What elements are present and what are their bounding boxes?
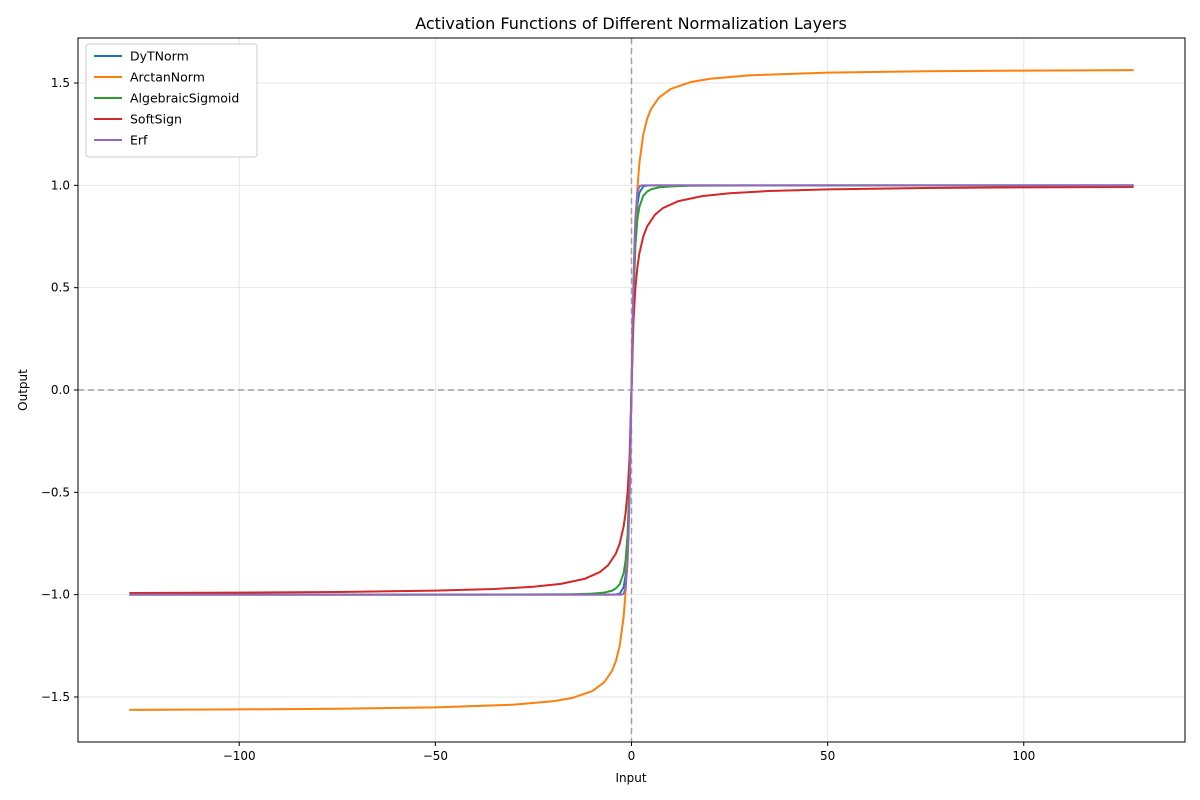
legend-label-arctannorm: ArctanNorm bbox=[130, 70, 205, 85]
y-tick-label: 0.5 bbox=[51, 281, 70, 295]
y-tick-label: −0.5 bbox=[41, 485, 70, 499]
x-tick-label: 50 bbox=[820, 749, 835, 763]
x-tick-label: −100 bbox=[223, 749, 256, 763]
chart-title: Activation Functions of Different Normal… bbox=[415, 14, 847, 33]
x-axis-label: Input bbox=[615, 771, 646, 785]
x-tick-label: −50 bbox=[423, 749, 448, 763]
legend: DyTNorm ArctanNorm AlgebraicSigmoid SoftSig… bbox=[85, 43, 258, 158]
y-tick-label: 0.0 bbox=[51, 383, 70, 397]
legend-label-erf: Erf bbox=[130, 133, 148, 148]
y-axis-label: Output bbox=[16, 369, 30, 411]
legend-box bbox=[85, 43, 258, 158]
series-group bbox=[129, 69, 1134, 711]
x-tick-label: 0 bbox=[628, 749, 636, 763]
x-tick-label: 100 bbox=[1012, 749, 1035, 763]
legend-label-dytnorm: DyTNorm bbox=[130, 49, 189, 64]
series-line-erf bbox=[129, 184, 1134, 596]
legend-label-algebraicsigmoid: AlgebraicSigmoid bbox=[130, 91, 239, 106]
y-tick-label: 1.0 bbox=[51, 178, 70, 192]
y-tick-label: 1.5 bbox=[51, 76, 70, 90]
y-tick-label: −1.5 bbox=[41, 690, 70, 704]
x-axis-ticks: −100 −50 0 50 100 bbox=[223, 742, 1035, 763]
y-axis-ticks: −1.5 −1.0 −0.5 0.0 0.5 1.0 1.5 bbox=[41, 76, 78, 704]
legend-label-softsign: SoftSign bbox=[130, 112, 182, 127]
y-tick-label: −1.0 bbox=[41, 588, 70, 602]
